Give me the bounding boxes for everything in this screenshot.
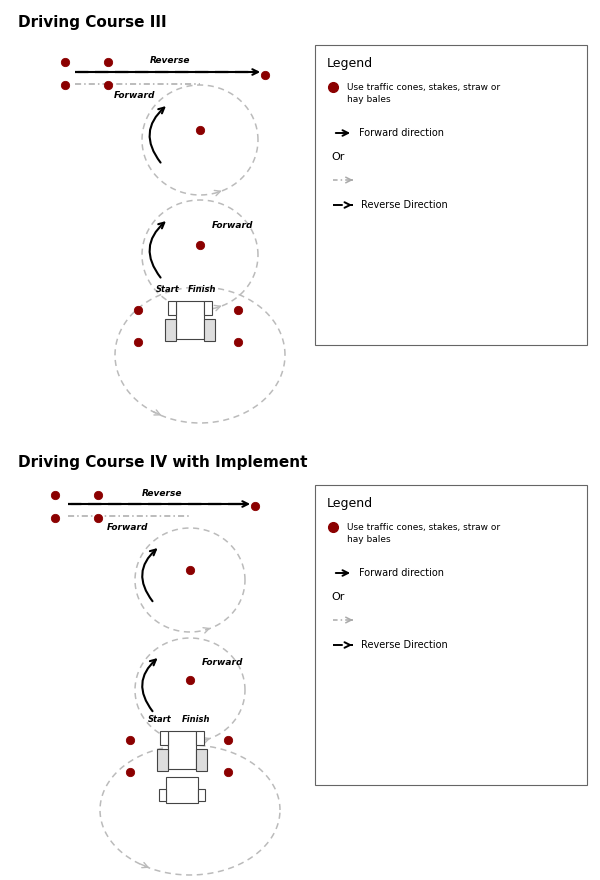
- Text: Reverse Direction: Reverse Direction: [361, 200, 448, 210]
- Text: Finish: Finish: [188, 285, 216, 294]
- Text: Reverse: Reverse: [150, 56, 190, 65]
- Text: Forward: Forward: [202, 657, 244, 666]
- Text: Reverse: Reverse: [142, 489, 182, 498]
- Text: Start: Start: [148, 715, 172, 724]
- Text: Reverse Direction: Reverse Direction: [361, 640, 448, 650]
- Bar: [166, 777, 198, 803]
- Text: Forward: Forward: [107, 523, 149, 532]
- Text: Driving Course III: Driving Course III: [18, 15, 167, 30]
- Bar: [157, 749, 168, 771]
- Bar: [176, 301, 204, 339]
- Text: Forward direction: Forward direction: [359, 568, 444, 578]
- Bar: [315, 45, 587, 345]
- Text: Or: Or: [331, 592, 344, 602]
- Text: Driving Course IV with Implement: Driving Course IV with Implement: [18, 455, 308, 470]
- Text: Or: Or: [331, 152, 344, 162]
- Bar: [160, 731, 168, 745]
- Bar: [168, 301, 176, 315]
- Text: Legend: Legend: [327, 57, 373, 70]
- Bar: [168, 731, 196, 769]
- Text: Forward direction: Forward direction: [359, 128, 444, 138]
- Text: Forward: Forward: [114, 91, 156, 100]
- Bar: [315, 485, 587, 785]
- Bar: [196, 749, 207, 771]
- Text: Use traffic cones, stakes, straw or
hay bales: Use traffic cones, stakes, straw or hay …: [347, 83, 500, 104]
- Text: Finish: Finish: [182, 715, 210, 724]
- Text: Forward: Forward: [212, 221, 254, 230]
- Text: Legend: Legend: [327, 497, 373, 510]
- Text: Use traffic cones, stakes, straw or
hay bales: Use traffic cones, stakes, straw or hay …: [347, 523, 500, 544]
- Bar: [204, 319, 215, 341]
- Bar: [198, 789, 205, 801]
- Bar: [159, 789, 166, 801]
- Bar: [165, 319, 176, 341]
- Bar: [204, 301, 212, 315]
- Bar: [196, 731, 204, 745]
- Text: Start: Start: [156, 285, 180, 294]
